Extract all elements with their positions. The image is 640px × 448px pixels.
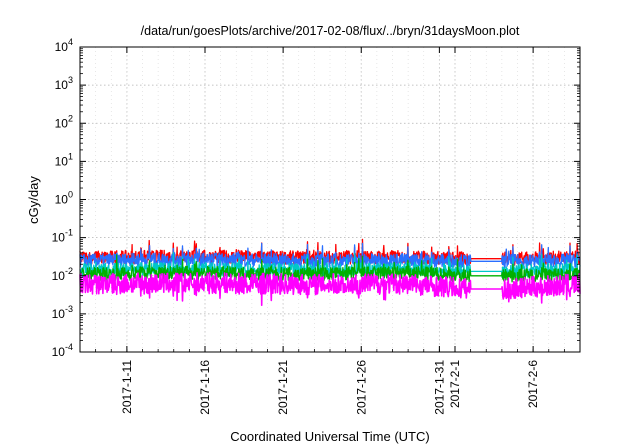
y-tick-label: 101	[55, 151, 73, 168]
y-tick-label: 102	[55, 113, 73, 130]
y-tick-label: 10-1	[52, 228, 73, 245]
x-tick-label: 2017-1-21	[276, 360, 290, 415]
series-group	[79, 238, 581, 306]
x-tick-label: 2017-2-1	[448, 360, 462, 408]
y-axis: 10-4 10-3 10-2 10-1 100 101 102 103 104	[52, 37, 580, 359]
series-line-2	[79, 242, 581, 269]
y-tick-label: 100	[55, 190, 73, 207]
chart-title: /data/run/goesPlots/archive/2017-02-08/f…	[141, 24, 520, 38]
series-line-4	[79, 254, 581, 283]
y-axis-label: cGy/day	[26, 176, 41, 224]
x-tick-label: 2017-1-31	[432, 360, 446, 415]
y-tick-label: 10-4	[52, 342, 73, 359]
grid	[80, 47, 580, 352]
y-tick-label: 104	[55, 37, 73, 54]
series-line-5	[79, 271, 581, 306]
x-axis-label: Coordinated Universal Time (UTC)	[230, 429, 429, 444]
y-tick-label: 10-2	[52, 266, 73, 283]
x-tick-label: 2017-1-11	[120, 360, 134, 414]
y-tick-label: 10-3	[52, 304, 73, 321]
x-axis: 2017-1-11 2017-1-16 2017-1-21 2017-1-26 2017…	[95, 47, 565, 415]
x-tick-label: 2017-2-6	[526, 360, 540, 408]
x-tick-label: 2017-1-16	[198, 360, 212, 415]
x-tick-label: 2017-1-26	[354, 360, 368, 415]
y-tick-label: 103	[55, 75, 73, 92]
